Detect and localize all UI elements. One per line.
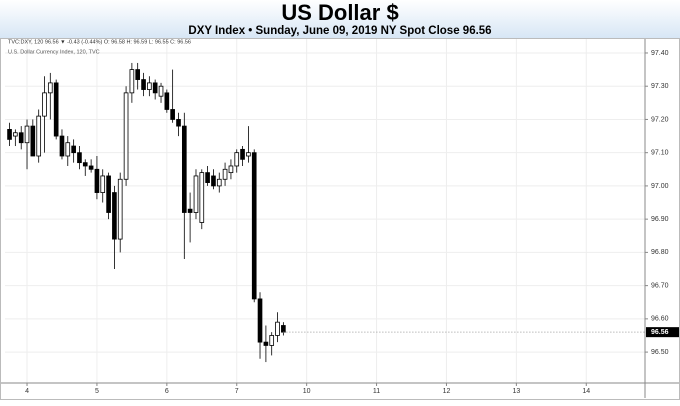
candle-body [281, 325, 286, 333]
candle-body [257, 298, 263, 343]
y-tick-label: 97.30 [651, 83, 669, 90]
y-tick-label: 97.10 [651, 150, 669, 157]
y-tick-label: 96.50 [651, 349, 669, 356]
candle-body [141, 79, 146, 90]
x-tick-label: 11 [373, 388, 380, 395]
candle-body [176, 119, 181, 127]
y-tick-label: 97.40 [651, 50, 669, 57]
candle-body [211, 175, 216, 187]
x-tick-label: 13 [512, 388, 520, 395]
candle-body [246, 152, 251, 157]
candle-body [240, 148, 245, 160]
candle-body [234, 152, 240, 167]
x-tick-label: 5 [95, 388, 99, 395]
x-tick-label: 10 [303, 388, 311, 395]
candle-body [147, 82, 152, 90]
candle-body [181, 125, 187, 213]
candle-body [24, 125, 30, 144]
candle-body [47, 82, 53, 94]
candle-body [42, 92, 47, 117]
y-tick-label: 96.80 [651, 249, 669, 256]
candle-body [18, 132, 24, 144]
candle-body [269, 335, 275, 346]
source-text: U.S. Dollar Currency Index, 120, TVC [8, 49, 100, 55]
candle-body [30, 125, 36, 157]
y-tick-label: 96.60 [651, 316, 669, 323]
chart-subtitle: DXY Index • Sunday, June 09, 2019 NY Spo… [188, 25, 491, 37]
candle-body [123, 92, 129, 180]
last-price-box [646, 327, 679, 338]
candle-body [135, 69, 141, 80]
candle-body [94, 168, 100, 193]
candle-body [205, 172, 210, 183]
x-tick-label: 4 [25, 388, 29, 395]
candle-body [170, 109, 175, 120]
candle-body [216, 178, 222, 187]
last-price-label: 96.56 [651, 329, 669, 336]
candle-body [65, 142, 71, 157]
candle-body [59, 135, 65, 157]
y-tick-label: 96.70 [651, 282, 669, 289]
chart-title: US Dollar $ [281, 0, 398, 25]
candle-body [100, 175, 106, 193]
candle-body [228, 165, 234, 174]
header-band [0, 0, 680, 38]
legend-text: TVC:DXY, 120 96.56 ▼ -0.43 (-0.44%) O: 9… [8, 39, 191, 45]
candle-body [251, 152, 257, 300]
candle-body [71, 145, 76, 154]
candle-body [112, 192, 117, 240]
candle-body [53, 82, 59, 137]
x-tick-label: 6 [165, 388, 169, 395]
candle-body [13, 132, 18, 137]
candle-body [36, 115, 42, 157]
x-tick-label: 12 [443, 388, 451, 395]
candle-body [82, 162, 88, 167]
candle-body [152, 82, 158, 94]
candle-body [88, 165, 94, 170]
candle-body [7, 129, 12, 140]
x-tick-label: 14 [582, 388, 590, 395]
candle-body [222, 168, 228, 180]
candle-body [193, 175, 199, 213]
candle-body [106, 175, 111, 213]
candle-body [275, 321, 280, 336]
candle-body [164, 92, 170, 110]
candle-body [117, 178, 123, 240]
candle-body [129, 69, 135, 94]
x-tick-label: 7 [235, 388, 239, 395]
candle-body [158, 85, 164, 97]
candle-body [199, 172, 205, 223]
y-tick-label: 97.00 [651, 183, 669, 190]
y-tick-label: 96.90 [651, 216, 669, 223]
candle-body [187, 208, 193, 213]
candle-body [263, 341, 269, 346]
y-tick-label: 97.20 [651, 116, 669, 123]
candle-body [77, 152, 82, 164]
